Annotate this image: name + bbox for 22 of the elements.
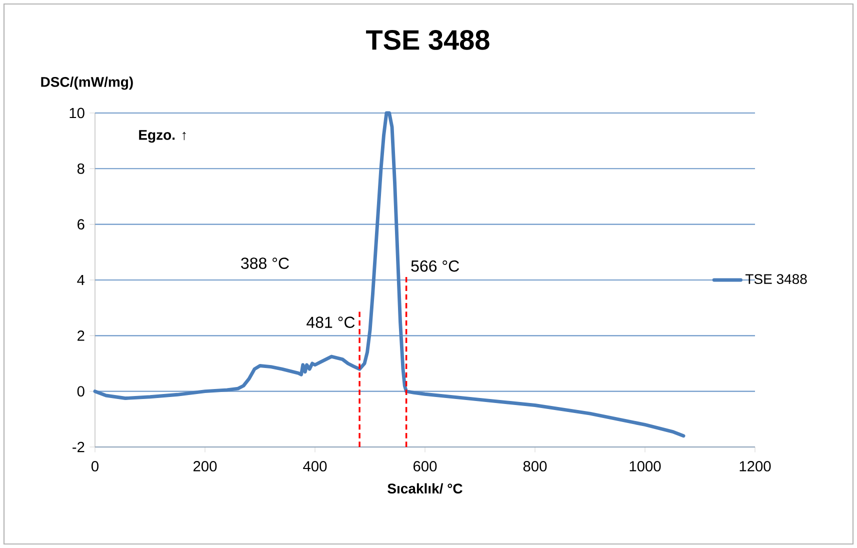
y-tick-label: 2	[78, 330, 84, 341]
x-tick-label: 1200	[740, 461, 771, 472]
x-tick-label: 0	[91, 461, 98, 472]
y-tick-label: 0	[77, 386, 84, 397]
annotation: Egzo. ↑	[139, 130, 186, 143]
y-tick-label: 10	[70, 108, 84, 118]
ref-line-label: 566 °C	[411, 260, 460, 272]
x-tick-label: 1000	[630, 461, 661, 472]
y-tick-label: 4	[77, 274, 85, 286]
ref-line-label: 481 °C	[306, 316, 355, 328]
legend-label: TSE 3488	[745, 274, 807, 284]
annotation: 388 °C	[241, 258, 289, 269]
x-tick-label: 200	[194, 461, 217, 472]
y-axis-title: DSC/(mW/mg)	[41, 76, 133, 90]
y-tick-label: 8	[77, 163, 84, 174]
x-tick-label: 800	[523, 461, 547, 472]
x-tick-label: 600	[414, 461, 437, 472]
y-tick-label: -2	[72, 442, 84, 452]
chart-title: TSE 3488	[366, 30, 490, 50]
x-tick-label: 400	[303, 461, 327, 472]
x-axis-title: Sıcaklık/ °C	[388, 483, 462, 494]
y-tick-label: 6	[78, 219, 84, 230]
